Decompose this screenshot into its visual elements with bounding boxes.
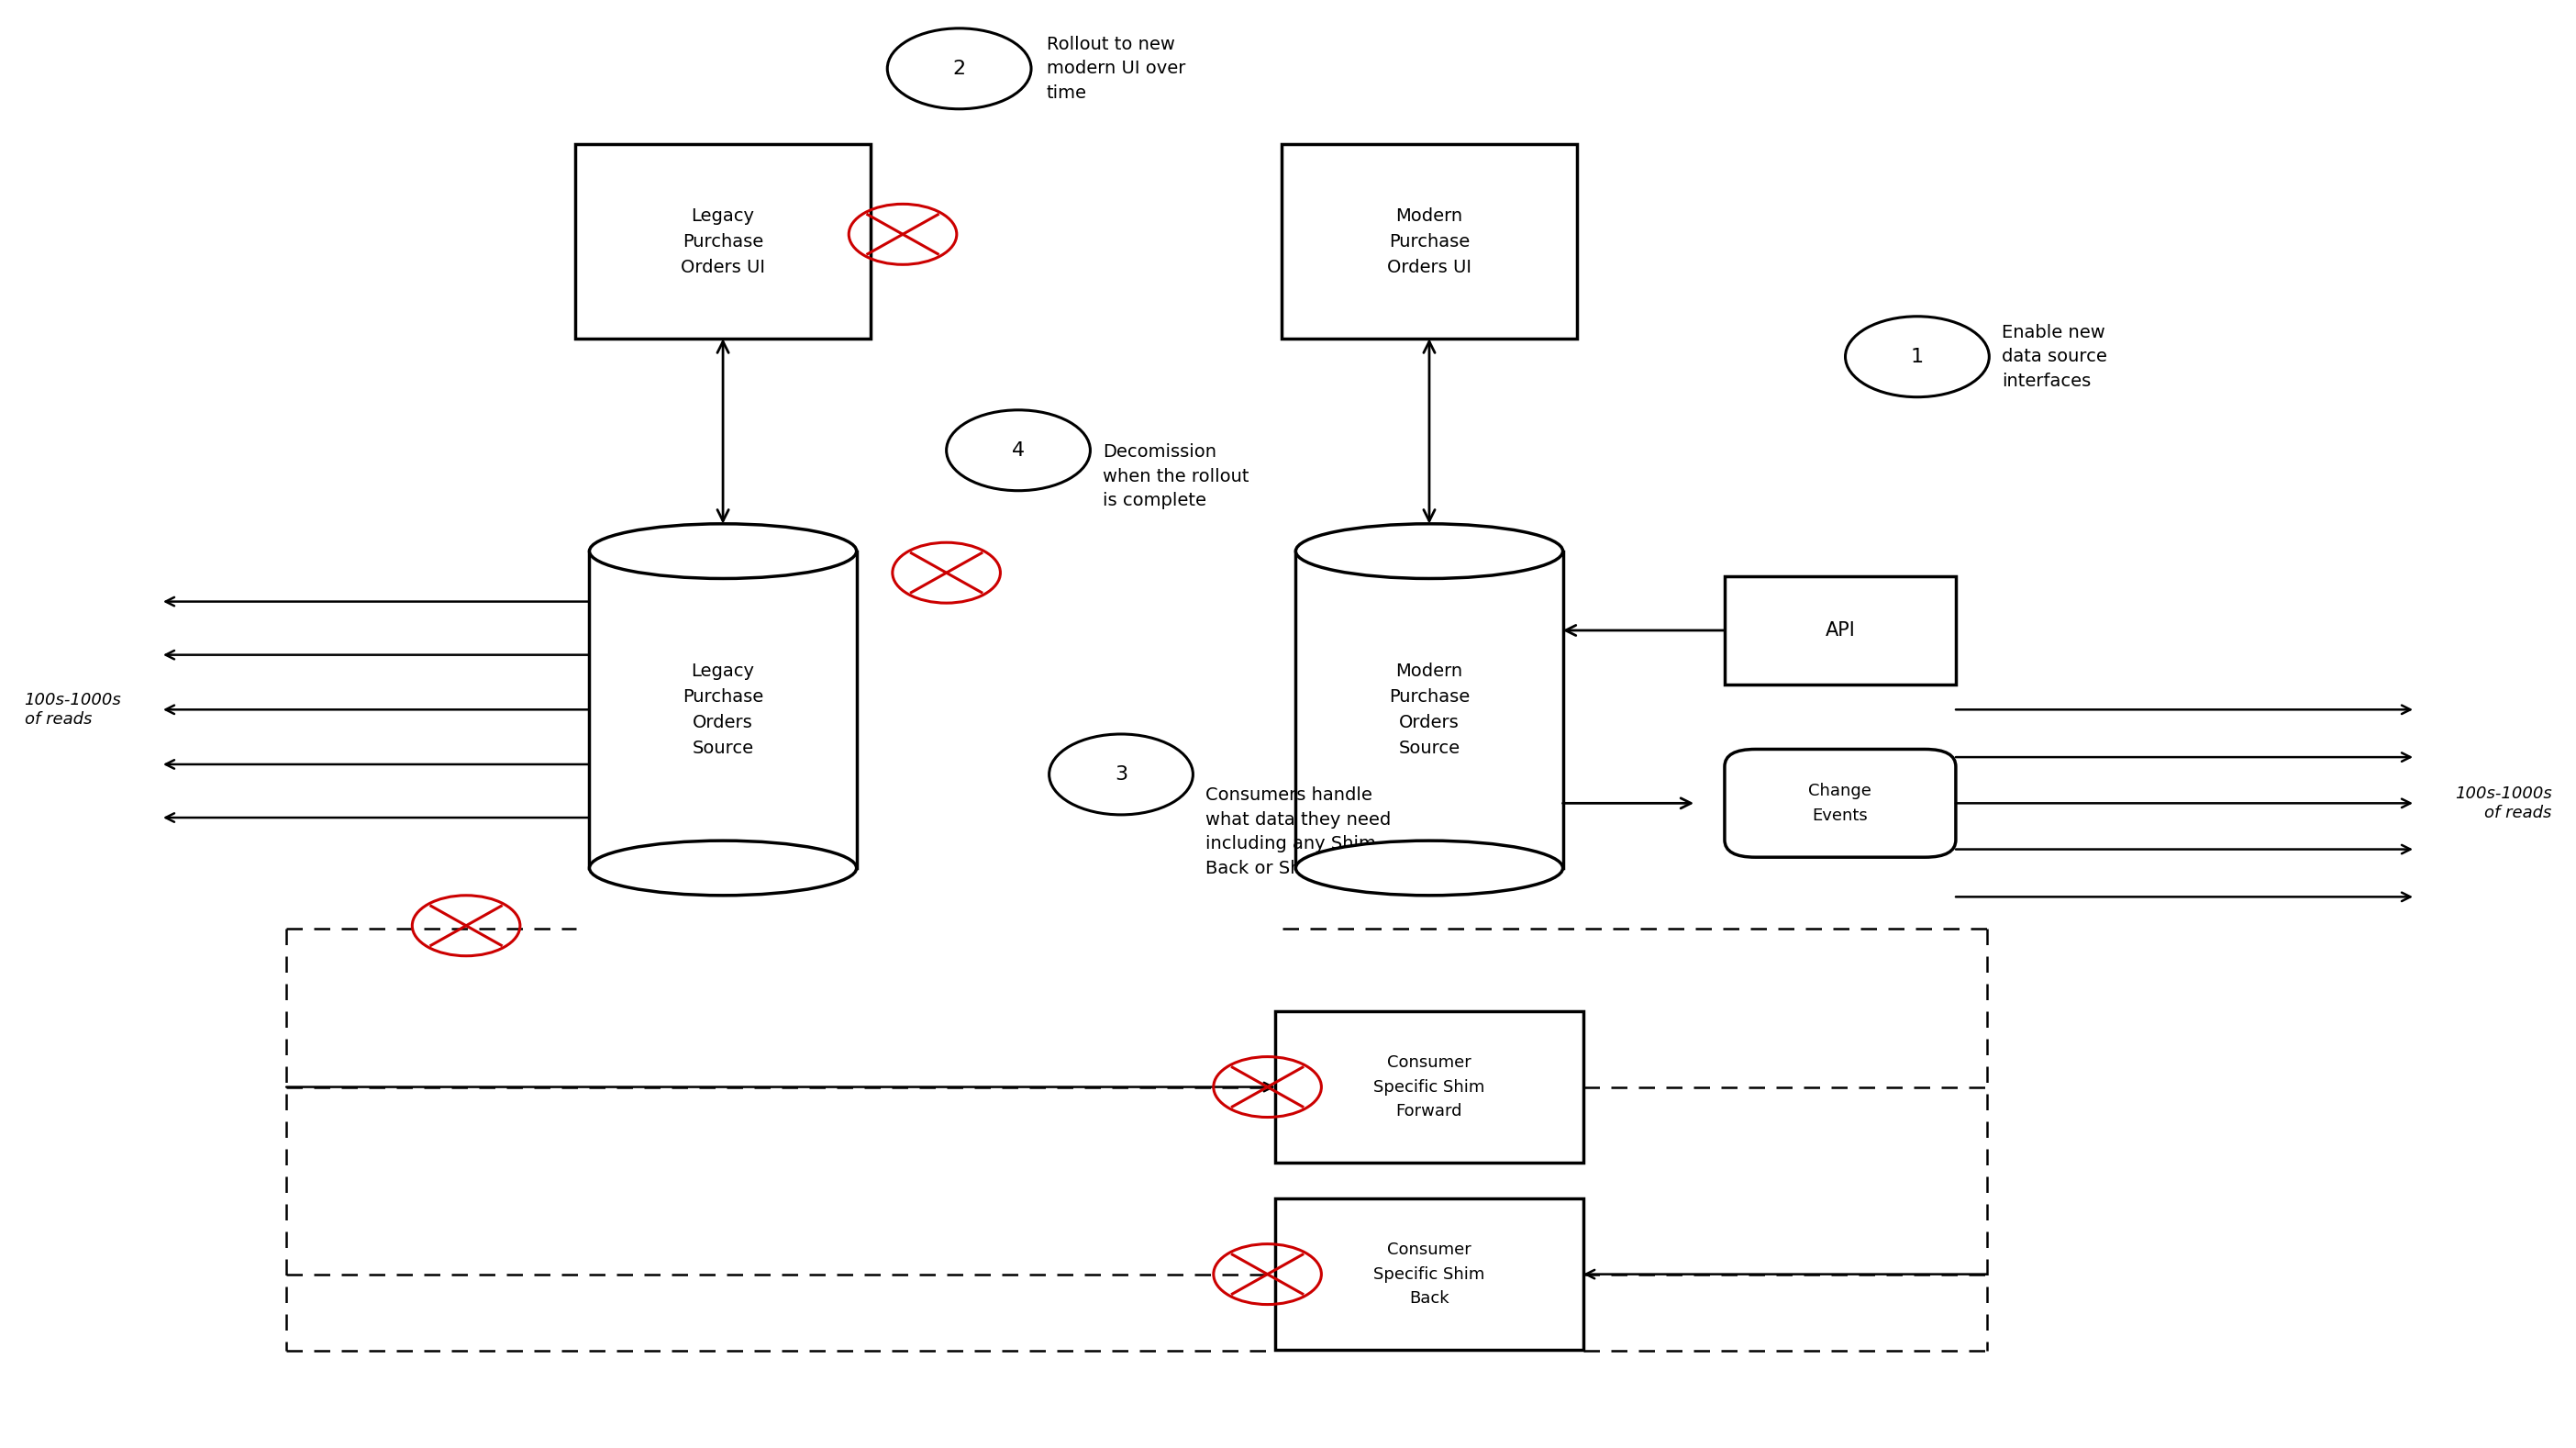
Text: Modern
Purchase
Orders
Source: Modern Purchase Orders Source	[1388, 662, 1471, 757]
Ellipse shape	[1296, 524, 1564, 579]
Text: Decomission
when the rollout
is complete: Decomission when the rollout is complete	[1103, 443, 1249, 510]
Text: 100s-1000s
of reads: 100s-1000s of reads	[23, 692, 121, 727]
Text: Consumer
Specific Shim
Forward: Consumer Specific Shim Forward	[1373, 1054, 1484, 1119]
Circle shape	[945, 410, 1090, 491]
Text: 3: 3	[1115, 765, 1128, 783]
Bar	[1723, 576, 1955, 685]
Bar	[1275, 1199, 1584, 1350]
Bar	[590, 552, 855, 867]
FancyBboxPatch shape	[1723, 749, 1955, 857]
Text: Consumer
Specific Shim
Back: Consumer Specific Shim Back	[1373, 1242, 1484, 1306]
Text: 1: 1	[1911, 348, 1924, 366]
Bar	[1275, 1011, 1584, 1163]
Ellipse shape	[590, 524, 855, 579]
Ellipse shape	[590, 841, 855, 895]
Text: Consumers handle
what data they need
including any Shim
Back or Shim Forward: Consumers handle what data they need inc…	[1206, 786, 1401, 877]
Circle shape	[886, 29, 1030, 109]
Ellipse shape	[1296, 841, 1564, 895]
Text: 2: 2	[953, 59, 966, 78]
Bar	[1296, 552, 1564, 867]
Circle shape	[1844, 316, 1989, 397]
Bar	[574, 145, 871, 339]
Bar	[1283, 145, 1577, 339]
Text: Enable new
data source
interfaces: Enable new data source interfaces	[2002, 324, 2107, 390]
Text: Rollout to new
modern UI over
time: Rollout to new modern UI over time	[1046, 36, 1185, 101]
Text: Legacy
Purchase
Orders UI: Legacy Purchase Orders UI	[680, 207, 765, 277]
Text: API: API	[1826, 621, 1855, 640]
Circle shape	[1048, 734, 1193, 815]
Text: 100s-1000s
of reads: 100s-1000s of reads	[2455, 785, 2553, 821]
Text: Change
Events: Change Events	[1808, 783, 1873, 824]
Text: Legacy
Purchase
Orders
Source: Legacy Purchase Orders Source	[683, 662, 762, 757]
Text: Modern
Purchase
Orders UI: Modern Purchase Orders UI	[1386, 207, 1471, 277]
Text: 4: 4	[1012, 442, 1025, 459]
